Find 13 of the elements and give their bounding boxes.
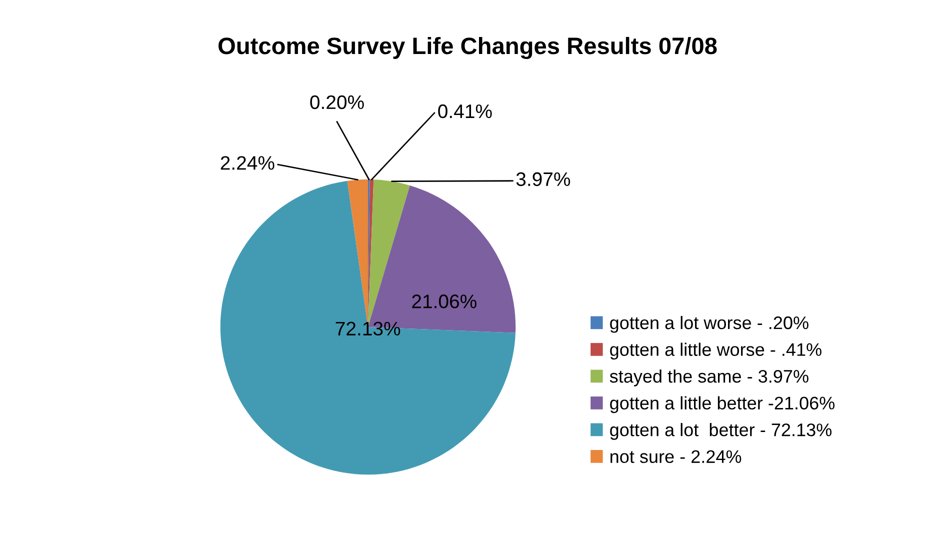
legend-label: gotten a lot better - 72.13% <box>610 423 832 440</box>
legend-label: gotten a little better -21.06% <box>610 396 835 414</box>
legend-label: gotten a lot worse - .20% <box>610 316 808 333</box>
data-label: 21.06% <box>412 294 476 308</box>
chart-title: Outcome Survey Life Changes Results 07/08 <box>218 36 717 60</box>
legend-label: stayed the same - 3.97% <box>610 369 808 386</box>
data-label: 0.20% <box>310 95 364 110</box>
data-label: 72.13% <box>336 322 400 336</box>
legend-label: gotten a little worse - .41% <box>610 342 822 360</box>
data-label: 2.24% <box>220 156 274 170</box>
legend-label: not sure - 2.24% <box>610 450 742 464</box>
data-label: 0.41% <box>438 104 492 118</box>
data-label: 3.97% <box>516 172 570 186</box>
